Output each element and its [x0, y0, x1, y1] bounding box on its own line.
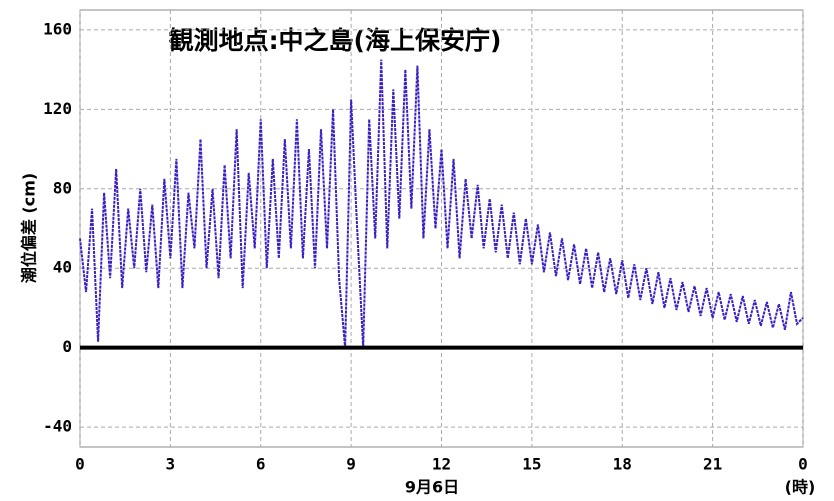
x-tick-label: 21: [703, 455, 722, 474]
x-tick-label: 18: [613, 455, 632, 474]
y-axis-label: 潮位偏差 (cm): [20, 173, 39, 283]
chart-title: 観測地点:中之島(海上保安庁): [169, 26, 502, 55]
x-axis-label: 9月6日: [405, 478, 459, 497]
y-tick-label: 40: [53, 258, 72, 277]
x-tick-label: 3: [166, 455, 176, 474]
x-tick-label: 15: [522, 455, 541, 474]
x-tick-label: 0: [798, 455, 808, 474]
data-line: [79, 59, 804, 348]
y-tick-label: 0: [62, 337, 72, 356]
x-tick-label: 0: [75, 455, 85, 474]
y-tick-label: 160: [43, 19, 72, 38]
x-tick-label: 9: [346, 455, 356, 474]
y-tick-label: 120: [43, 99, 72, 118]
x-unit-label: (時): [785, 478, 816, 497]
y-tick-label: 80: [53, 178, 72, 197]
x-tick-label: 6: [256, 455, 266, 474]
y-tick-label: -40: [43, 417, 72, 436]
x-tick-label: 12: [432, 455, 451, 474]
